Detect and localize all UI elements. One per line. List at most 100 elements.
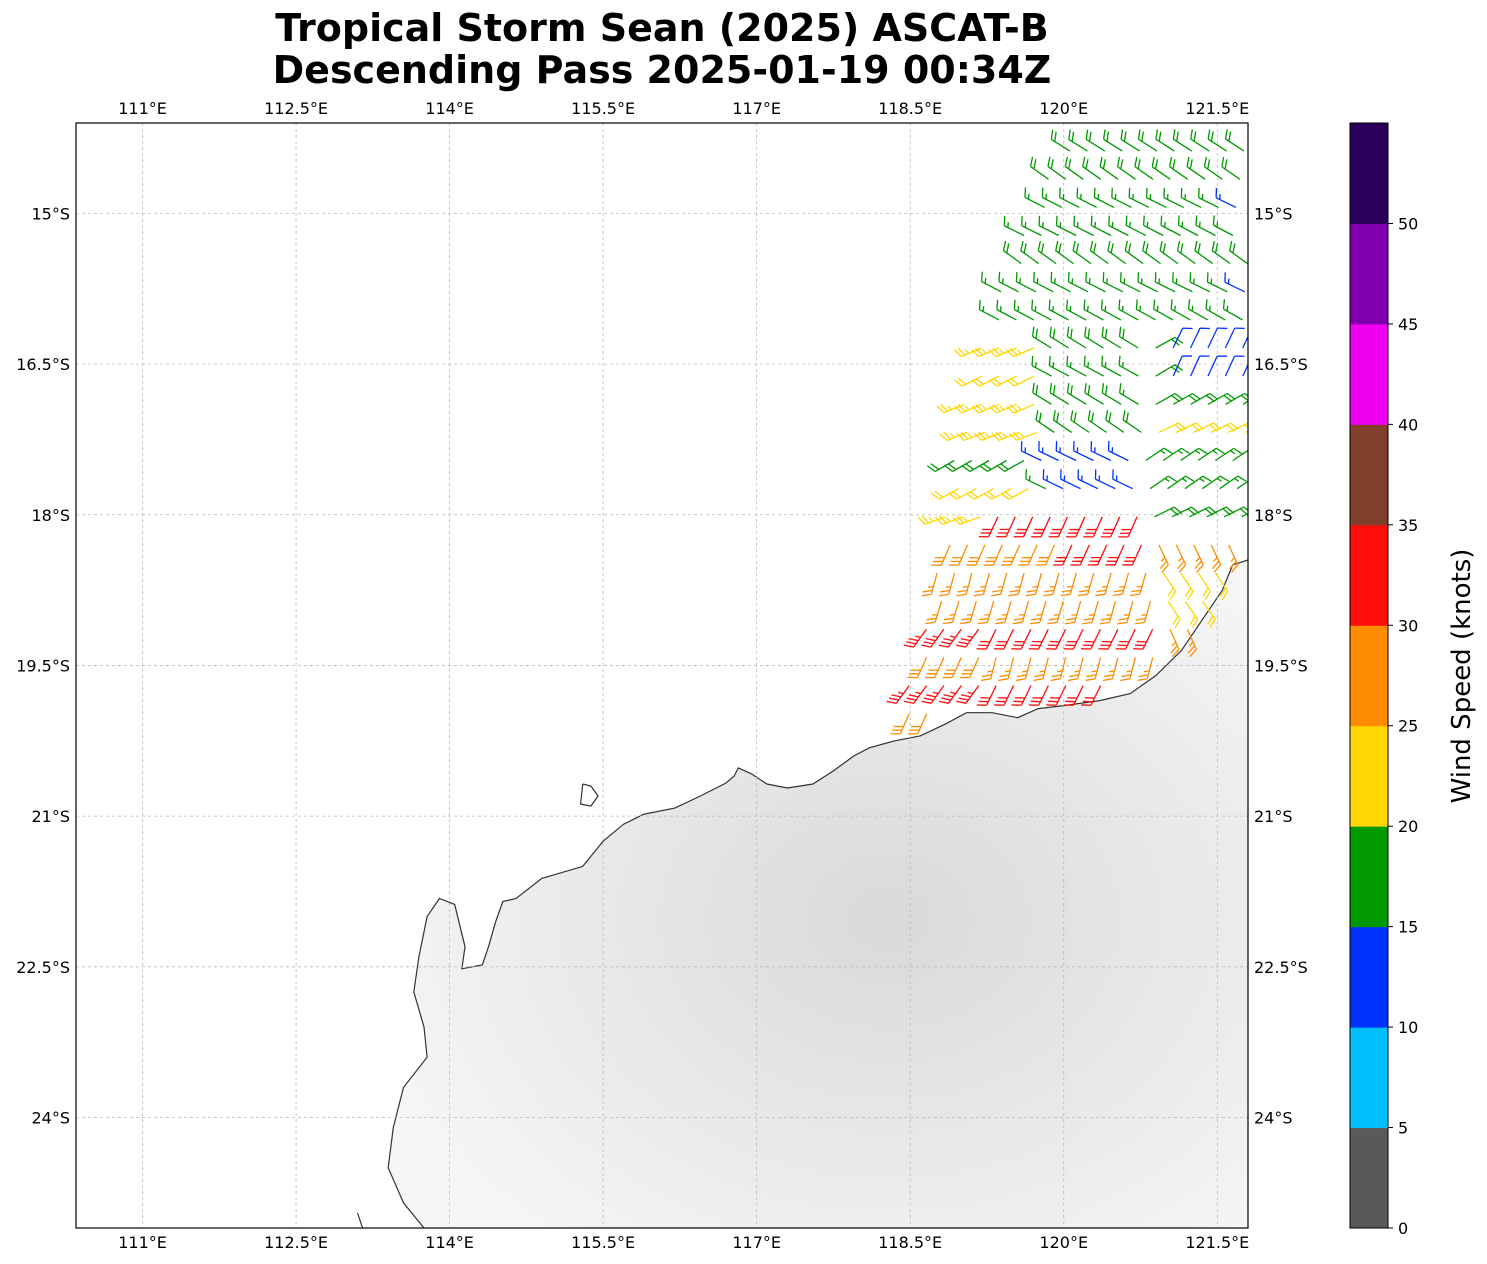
wind-barb xyxy=(1055,215,1077,237)
colorbar-swatch xyxy=(1350,926,1388,1028)
wind-barb xyxy=(1172,272,1193,293)
wind-barb xyxy=(907,657,928,679)
wind-barb xyxy=(994,685,1015,706)
wind-barb xyxy=(980,271,1002,293)
wind-barb xyxy=(983,544,1003,566)
wind-barb xyxy=(1197,447,1225,462)
wind-barb xyxy=(1159,240,1179,265)
wind-barb xyxy=(1060,572,1077,597)
lat-tick-label-right: 18°S xyxy=(1254,506,1293,525)
wind-barb xyxy=(942,601,960,625)
wind-barb xyxy=(1115,629,1136,650)
wind-barb xyxy=(1180,187,1202,208)
colorbar-swatch xyxy=(1350,725,1388,827)
wind-barb xyxy=(1053,544,1073,566)
colorbar-tick-label: 10 xyxy=(1398,1018,1418,1037)
wind-barb xyxy=(1099,601,1117,625)
wind-barb xyxy=(1228,544,1239,573)
lon-tick-label-bottom: 121.5°E xyxy=(1185,1233,1249,1252)
wind-barb xyxy=(1035,410,1055,433)
wind-barb xyxy=(1047,601,1064,625)
wind-barb xyxy=(1214,447,1243,462)
wind-barb xyxy=(976,629,997,650)
wind-barb xyxy=(956,572,973,597)
wind-barb xyxy=(903,685,928,704)
wind-barb xyxy=(1169,629,1180,658)
wind-barb xyxy=(1029,156,1049,180)
wind-barb xyxy=(1160,215,1181,237)
wind-barb xyxy=(1070,544,1090,566)
wind-barb xyxy=(1186,629,1197,658)
wind-barb xyxy=(1100,516,1121,538)
wind-barb xyxy=(978,516,999,538)
wind-barb xyxy=(1207,129,1227,152)
wind-barb xyxy=(903,628,927,648)
wind-barb xyxy=(1052,410,1073,433)
wind-barb xyxy=(1134,601,1152,625)
colorbar-swatch xyxy=(1350,424,1388,526)
wind-barb xyxy=(1095,572,1112,597)
wind-barbs xyxy=(886,123,1248,735)
wind-barb xyxy=(1031,355,1052,377)
gridlines xyxy=(76,123,1248,1228)
wind-barb xyxy=(966,544,986,566)
wind-barb xyxy=(1089,240,1109,265)
wind-barb xyxy=(1211,240,1231,265)
wind-barb xyxy=(980,657,997,682)
wind-barb xyxy=(1082,156,1102,180)
wind-barb xyxy=(1011,685,1032,706)
lat-tick-label-left: 18°S xyxy=(31,506,70,525)
lon-tick-label-bottom: 120°E xyxy=(1039,1233,1088,1252)
wind-barb xyxy=(1064,601,1082,625)
wind-barb xyxy=(1111,187,1132,208)
wind-barb xyxy=(1006,375,1035,387)
wind-barb xyxy=(1029,601,1047,625)
lon-tick-label-bottom: 114°E xyxy=(425,1233,474,1252)
wind-barb xyxy=(1118,299,1139,321)
lat-tick-label-right: 15°S xyxy=(1254,204,1293,223)
wind-barb xyxy=(1047,156,1067,180)
wind-barb xyxy=(1137,657,1154,682)
colorbar-swatch xyxy=(1350,1127,1388,1229)
wind-barb xyxy=(1151,156,1171,180)
wind-barb xyxy=(1224,129,1245,152)
wind-barb xyxy=(925,657,945,679)
wind-barb xyxy=(988,375,1017,387)
wind-barb xyxy=(1154,272,1176,293)
wind-barb xyxy=(1241,506,1248,518)
colorbar-tick-label: 20 xyxy=(1398,817,1418,836)
wind-barb xyxy=(1198,187,1219,208)
colorbar-tick-label: 5 xyxy=(1398,1119,1408,1138)
wind-barb xyxy=(1081,685,1102,706)
wind-barb xyxy=(1142,215,1164,237)
wind-barb xyxy=(1077,469,1099,490)
colorbar-label: Wind Speed (knots) xyxy=(1447,549,1477,804)
wind-barb xyxy=(1049,326,1070,349)
wind-barb xyxy=(953,403,983,414)
wind-barb xyxy=(921,572,938,597)
wind-barb xyxy=(1167,600,1181,629)
wind-barb xyxy=(1065,516,1086,538)
wind-barb xyxy=(1232,447,1248,462)
wind-barb xyxy=(1187,299,1209,321)
wind-barb xyxy=(1142,240,1161,265)
wind-barb xyxy=(954,375,983,387)
wind-barb xyxy=(1112,572,1130,597)
lat-tick-label-right: 21°S xyxy=(1254,807,1293,826)
colorbar-tick-label: 25 xyxy=(1398,717,1418,736)
lon-tick-label-top: 112.5°E xyxy=(264,99,328,118)
wind-barb xyxy=(1125,215,1147,237)
wind-barb xyxy=(993,629,1014,650)
lon-tick-label-top: 118.5°E xyxy=(878,99,942,118)
wind-barb xyxy=(1117,601,1134,625)
wind-barb xyxy=(1195,215,1216,237)
lat-tick-label-right: 19.5°S xyxy=(1254,656,1308,675)
wind-barb xyxy=(1197,572,1211,600)
wind-barb xyxy=(991,572,1008,597)
wind-barb xyxy=(1158,544,1169,573)
wind-barb xyxy=(1018,544,1038,566)
wind-barb xyxy=(1189,327,1210,349)
wind-barb xyxy=(973,572,990,597)
wind-barb xyxy=(1066,382,1087,405)
